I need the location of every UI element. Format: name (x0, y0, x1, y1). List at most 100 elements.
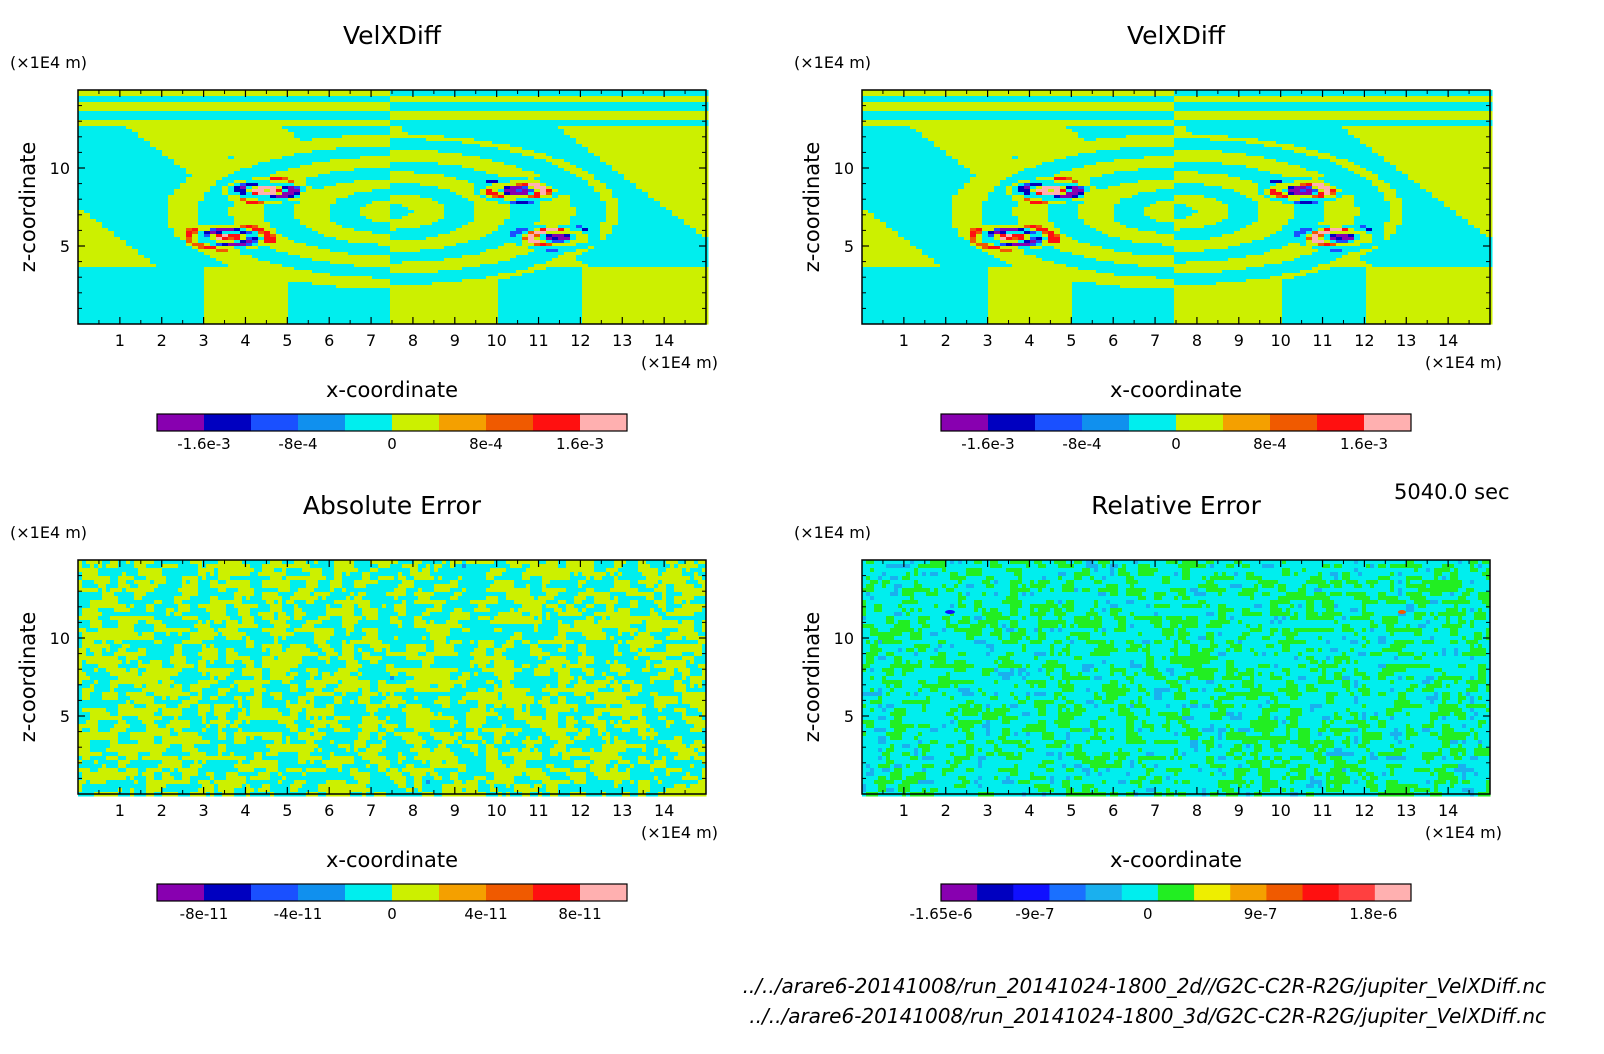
heat-cell (576, 123, 583, 127)
heat-cell (516, 126, 523, 130)
heat-cell (126, 207, 133, 211)
heat-cell (114, 90, 121, 94)
heat-cell (228, 162, 235, 166)
heat-cell (444, 150, 451, 154)
heat-cell (120, 195, 127, 199)
heat-cell (558, 213, 565, 217)
heat-cell (264, 174, 271, 178)
heat-cell (84, 192, 91, 196)
heat-cell (228, 132, 235, 136)
heat-cell (498, 177, 505, 181)
heat-cell (396, 204, 403, 208)
heat-cell (534, 153, 541, 157)
heat-cell (252, 168, 259, 172)
heat-cell (360, 150, 367, 154)
heat-cell (318, 177, 325, 181)
heat-cell (462, 225, 469, 229)
heat-cell (522, 177, 529, 181)
heat-cell (642, 183, 649, 187)
heat-cell (552, 147, 559, 151)
heat-cell (612, 147, 619, 151)
heat-cell (282, 156, 289, 160)
heat-cell (654, 105, 661, 109)
heat-cell (366, 156, 373, 160)
heat-cell (342, 132, 349, 136)
heat-cell (270, 186, 277, 190)
heat-cell (564, 111, 571, 115)
heat-cell (684, 126, 691, 130)
heat-cell (186, 132, 193, 136)
heat-cell (222, 186, 229, 190)
heat-cell (132, 132, 139, 136)
heat-cell (240, 231, 247, 235)
heat-cell (360, 231, 367, 235)
heat-cell (570, 141, 577, 145)
heat-cell (126, 99, 133, 103)
heat-cell (96, 228, 103, 232)
heat-cell (438, 147, 445, 151)
heat-cell (240, 183, 247, 187)
heat-cell (666, 174, 673, 178)
heat-cell (84, 123, 91, 127)
heat-cell (354, 225, 361, 229)
heat-cell (528, 120, 535, 124)
heat-cell (84, 210, 91, 214)
heat-cell (192, 111, 199, 115)
heat-cell (156, 153, 163, 157)
heat-cell (150, 102, 157, 106)
heat-cell (276, 225, 283, 229)
heat-cell (294, 120, 301, 124)
heat-cell (390, 201, 397, 205)
heat-cell (402, 99, 409, 103)
heat-cell (366, 132, 373, 136)
heat-cell (408, 213, 415, 217)
heat-cell (564, 114, 571, 118)
heat-cell (660, 189, 667, 193)
heat-cell (678, 186, 685, 190)
heat-cell (156, 120, 163, 124)
heat-cell (144, 135, 151, 139)
heat-cell (606, 219, 613, 223)
heat-cell (594, 213, 601, 217)
heat-cell (510, 99, 517, 103)
heat-cell (150, 204, 157, 208)
heat-cell (510, 138, 517, 142)
heat-cell (696, 153, 703, 157)
heat-cell (114, 213, 121, 217)
heat-cell (114, 189, 121, 193)
heat-cell (300, 123, 307, 127)
heat-cell (234, 174, 241, 178)
heat-cell (456, 192, 463, 196)
heat-cell (270, 171, 277, 175)
heat-cell (420, 150, 427, 154)
heat-cell (156, 231, 163, 235)
heat-cell (396, 165, 403, 169)
heat-cell (600, 132, 607, 136)
heat-cell (594, 90, 601, 94)
heat-cell (660, 135, 667, 139)
heat-cell (354, 195, 361, 199)
heat-cell (258, 180, 265, 184)
heat-cell (372, 123, 379, 127)
heat-cell (264, 219, 271, 223)
heat-cell (426, 117, 433, 121)
heat-cell (126, 123, 133, 127)
heat-cell (84, 132, 91, 136)
heat-cell (684, 96, 691, 100)
heat-cell (618, 177, 625, 181)
heat-cell (486, 138, 493, 142)
heat-cell (186, 135, 193, 139)
heat-cell (174, 213, 181, 217)
heat-cell (480, 99, 487, 103)
heat-cell (150, 183, 157, 187)
heat-cell (108, 129, 115, 133)
heat-cell (480, 114, 487, 118)
heat-cell (492, 138, 499, 142)
heat-cell (528, 222, 535, 226)
heat-cell (144, 189, 151, 193)
heat-cell (486, 171, 493, 175)
heat-cell (642, 108, 649, 112)
heat-cell (426, 135, 433, 139)
heat-cell (456, 177, 463, 181)
heat-cell (660, 138, 667, 142)
